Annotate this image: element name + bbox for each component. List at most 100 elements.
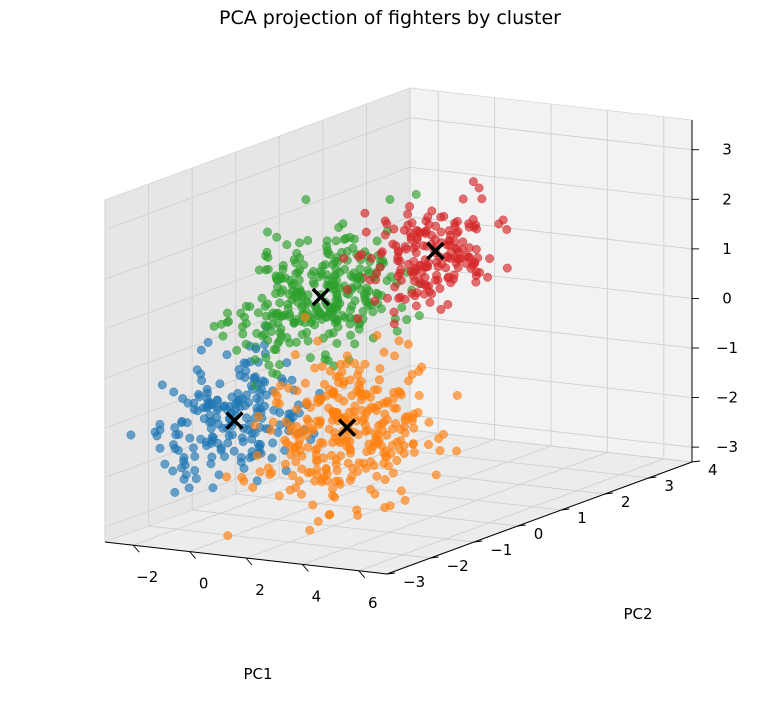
data-point [324, 424, 334, 434]
data-point [155, 443, 165, 453]
data-point [424, 440, 433, 450]
data-point [160, 459, 170, 469]
data-point [413, 408, 423, 418]
data-point [453, 227, 463, 237]
data-point [348, 243, 358, 253]
axis-lines [104, 120, 701, 579]
data-point [218, 423, 228, 433]
data-point [389, 224, 399, 234]
data-point [363, 425, 373, 435]
data-point [446, 230, 455, 240]
y-tick-label: 2 [621, 493, 631, 511]
data-point [330, 256, 340, 266]
data-point [266, 425, 276, 435]
data-point [366, 253, 376, 263]
data-point [275, 360, 285, 370]
data-point [319, 472, 329, 482]
data-point [346, 330, 355, 340]
data-point [379, 347, 389, 357]
data-point [332, 338, 342, 348]
data-point [216, 443, 226, 453]
data-point [328, 328, 338, 338]
data-point [268, 417, 278, 427]
data-point [432, 257, 442, 267]
data-point [320, 379, 329, 389]
data-point [458, 237, 468, 247]
centroid-marker [225, 411, 244, 430]
data-point [297, 330, 307, 339]
data-point [180, 460, 190, 470]
gridline-z [104, 315, 411, 429]
data-point [356, 284, 366, 294]
data-point [196, 369, 206, 379]
data-point [203, 398, 213, 408]
data-point [203, 337, 213, 347]
data-point [300, 312, 310, 322]
data-point [414, 390, 424, 400]
z-tick-label: −1 [716, 339, 738, 357]
x-tick-mark [245, 557, 253, 566]
data-point [442, 251, 452, 261]
data-point [331, 236, 341, 246]
data-point [190, 466, 200, 475]
data-point [287, 286, 297, 296]
data-point [389, 307, 399, 317]
data-point [238, 329, 248, 339]
data-point [377, 441, 386, 451]
data-point [302, 431, 312, 441]
data-point [275, 399, 284, 409]
data-point [322, 236, 332, 246]
data-point [207, 432, 217, 442]
data-point [275, 328, 285, 338]
data-point [239, 476, 249, 486]
data-point [303, 336, 313, 346]
y-tick-mark [517, 524, 526, 527]
data-point [420, 227, 430, 237]
data-point [345, 407, 354, 417]
z-tick-label: 0 [722, 289, 732, 307]
data-point [345, 475, 355, 485]
data-point [191, 474, 201, 484]
data-point [347, 301, 357, 311]
data-point [310, 363, 320, 373]
data-point [235, 371, 245, 380]
data-point [282, 438, 291, 448]
data-point [436, 212, 446, 222]
gridline-z [104, 117, 411, 231]
data-point [288, 471, 298, 480]
data-point [184, 483, 194, 493]
data-point [336, 359, 345, 369]
data-point [260, 329, 269, 339]
data-point [411, 301, 421, 311]
data-point [177, 416, 187, 426]
centroid-marker [426, 241, 445, 261]
data-point [388, 424, 397, 434]
data-point [325, 366, 335, 376]
data-point [436, 305, 446, 314]
data-point [372, 236, 382, 246]
data-point [242, 413, 252, 423]
data-point [281, 459, 290, 469]
data-point [285, 485, 295, 495]
data-point [419, 289, 429, 299]
data-point [393, 256, 403, 266]
data-point [312, 465, 322, 475]
data-point [309, 267, 318, 276]
y-tick-mark [386, 572, 396, 575]
data-point [331, 455, 341, 465]
data-point [291, 448, 301, 458]
data-point [388, 468, 398, 478]
data-point [291, 258, 300, 268]
data-point [239, 358, 249, 368]
data-point [383, 398, 392, 408]
data-point [275, 298, 285, 308]
y-tick-label: −2 [447, 557, 469, 575]
x-tick-mark [132, 544, 140, 553]
data-point [284, 312, 294, 321]
data-point [303, 442, 313, 452]
data-point [443, 300, 453, 309]
grid-lines [104, 88, 693, 575]
data-point [389, 388, 399, 397]
y-axis-line [386, 461, 693, 575]
